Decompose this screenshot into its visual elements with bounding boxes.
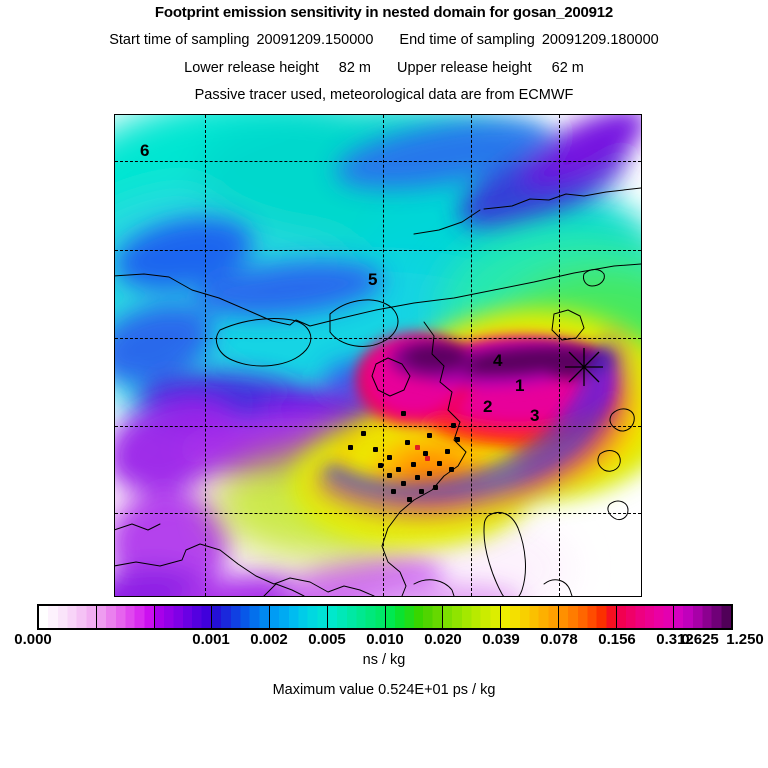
colorbar-tick: 0.312: [656, 631, 694, 648]
colorbar-tick: 0.001: [192, 631, 230, 648]
colorbar-tick: 0.010: [366, 631, 404, 648]
source-point: [455, 437, 460, 442]
source-point: [401, 411, 406, 416]
colorbar-segment: [39, 606, 97, 628]
source-point: [451, 423, 456, 428]
maximum-value-label: Maximum value 0.524E+01 ps / kg: [272, 682, 496, 698]
colorbar-segment: [212, 606, 270, 628]
region-label-2: 2: [483, 397, 493, 416]
colorbar-segment: [96, 606, 155, 628]
colorbar-segment: [616, 606, 675, 628]
colorbar-segment: [443, 606, 501, 628]
source-point: [419, 489, 424, 494]
map-plot-area: 6 5 4 1 2 3: [114, 114, 642, 597]
lower-release-height-label: Lower release height: [184, 60, 319, 76]
source-point: [348, 445, 353, 450]
colorbar-tick: 0.002: [250, 631, 288, 648]
source-point: [407, 497, 412, 502]
colorbar-segment: [385, 606, 444, 628]
colorbar-tick: 0.020: [424, 631, 462, 648]
colorbar-segment: [501, 606, 559, 628]
region-label-1: 1: [515, 376, 525, 395]
tracer-note: Passive tracer used, meteorological data…: [194, 87, 574, 103]
source-point-highlight: [415, 445, 420, 450]
end-time-value: 20091209.180000: [541, 32, 659, 48]
colorbar-segment: [327, 606, 386, 628]
sampling-time-line: Start time of sampling 20091209.150000 End…: [0, 32, 768, 48]
end-time-label: End time of sampling: [399, 32, 535, 48]
source-point: [391, 489, 396, 494]
colorbar: [37, 604, 733, 630]
colorbar-tick: 0.005: [308, 631, 346, 648]
colorbar-tick-labels: 0.000 0.001 0.002 0.005 0.010 0.020 0.03…: [0, 631, 768, 651]
colorbar-tick: 0.039: [482, 631, 520, 648]
colorbar-segment: [154, 606, 213, 628]
source-point: [396, 467, 401, 472]
colorbar-segment: [558, 606, 617, 628]
upper-release-height-label: Upper release height: [397, 60, 532, 76]
colorbar-segment: [270, 606, 328, 628]
source-point: [437, 461, 442, 466]
source-point-highlight: [425, 456, 430, 461]
footprint-heatmap-svg: [115, 115, 641, 596]
start-time-label: Start time of sampling: [109, 32, 250, 48]
source-point: [449, 467, 454, 472]
lower-release-height-value: 82 m: [338, 60, 371, 76]
source-point: [423, 451, 428, 456]
region-label-3: 3: [530, 406, 540, 425]
colorbar-unit-label: ns / kg: [362, 652, 406, 668]
upper-release-height-value: 62 m: [551, 60, 584, 76]
colorbar-tick: 1.250: [726, 631, 764, 648]
source-point: [427, 471, 432, 476]
source-point: [415, 475, 420, 480]
colorbar-segment: [674, 606, 731, 628]
colorbar-tick: 0.000: [14, 631, 52, 648]
source-point: [387, 473, 392, 478]
colorbar-tick: 0.625: [681, 631, 719, 648]
start-time-value: 20091209.150000: [256, 32, 374, 48]
region-label-5: 5: [368, 270, 378, 289]
region-label-4: 4: [493, 351, 503, 370]
source-point: [411, 462, 416, 467]
colorbar-tick: 0.156: [598, 631, 636, 648]
source-point: [387, 455, 392, 460]
colorbar-tick: 0.078: [540, 631, 578, 648]
source-point: [378, 463, 383, 468]
release-height-line: Lower release height 82 m Upper release he…: [0, 60, 768, 76]
source-point: [405, 440, 410, 445]
source-point: [401, 481, 406, 486]
source-point: [361, 431, 366, 436]
source-point: [427, 433, 432, 438]
region-label-6: 6: [140, 141, 150, 160]
figure-title: Footprint emission sensitivity in nested…: [154, 4, 614, 21]
source-point: [373, 447, 378, 452]
source-point: [433, 485, 438, 490]
source-point: [445, 449, 450, 454]
footprint-field: [115, 115, 641, 596]
